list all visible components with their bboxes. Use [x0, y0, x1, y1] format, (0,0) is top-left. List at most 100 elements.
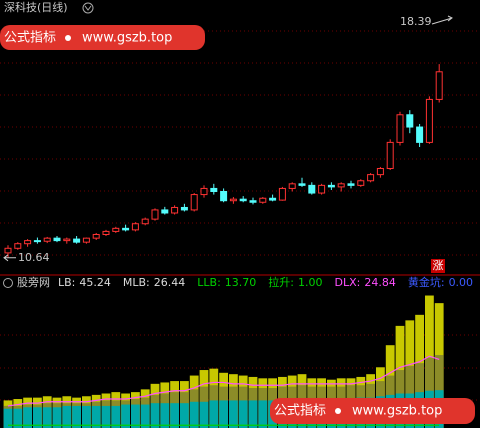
- candle-body: [308, 184, 316, 194]
- candle-body: [82, 237, 90, 243]
- watermark: 公式指标 www.gszb.top: [270, 398, 475, 424]
- candle-body: [288, 183, 296, 189]
- candle-body: [92, 233, 100, 239]
- indicator-bar: [23, 407, 32, 428]
- indicator-bar: [150, 403, 160, 428]
- legend-value: 26.44: [154, 276, 186, 289]
- candle-body: [4, 247, 12, 254]
- candle-body: [14, 243, 22, 249]
- candle-body: [151, 209, 159, 220]
- legend-value: 0.00: [449, 276, 474, 289]
- indicator-bar: [42, 407, 52, 428]
- legend-name: MLB:: [123, 276, 150, 289]
- legend-value: 1.00: [298, 276, 323, 289]
- badge-box: [431, 259, 445, 273]
- candle-body: [210, 187, 218, 193]
- candle-body: [337, 183, 345, 188]
- legend-name: DLX:: [335, 276, 361, 289]
- candle-body: [327, 184, 335, 188]
- indicator-bar: [170, 403, 179, 428]
- indicator-bar: [160, 403, 170, 428]
- indicator-bar: [13, 408, 23, 428]
- candle-body: [376, 167, 384, 176]
- candle-body: [141, 218, 149, 225]
- indicator-bar: [238, 400, 248, 428]
- indicator-bar: [3, 408, 13, 428]
- candle-body: [386, 141, 394, 169]
- indicator-bar: [189, 401, 199, 428]
- menu-arrow: [84, 5, 92, 11]
- indicator-bar: [219, 400, 228, 428]
- indicator-bar: [121, 404, 130, 428]
- candle-body: [425, 98, 433, 143]
- indicator-bar: [101, 405, 111, 428]
- max-price-arrow: [431, 15, 453, 25]
- indicator-bar: [131, 404, 140, 428]
- watermark: 公式指标 www.gszb.top: [0, 25, 205, 50]
- watermark-label: 公式指标: [4, 31, 56, 46]
- candle-body: [249, 200, 257, 203]
- candle-body: [278, 187, 286, 201]
- indicator-bar: [140, 404, 150, 428]
- candle-body: [190, 194, 198, 211]
- candle-body: [102, 230, 110, 235]
- legend-value: 13.70: [225, 276, 257, 289]
- watermark-url: www.gszb.top: [352, 404, 442, 419]
- candle-body: [416, 126, 424, 143]
- candle-body: [63, 238, 71, 242]
- menu-icon[interactable]: [82, 2, 94, 14]
- candle-body: [347, 183, 355, 186]
- legend-value: 45.24: [79, 276, 111, 289]
- max-price-label: 18.39: [400, 15, 432, 28]
- indicator-bar: [91, 405, 101, 428]
- candle-body: [180, 206, 188, 211]
- candle-body: [269, 197, 277, 201]
- indicator-bar: [111, 405, 121, 428]
- indicator-title: 股旁网: [17, 275, 50, 289]
- legend-value: 24.84: [364, 276, 396, 289]
- legend-name: 拉升:: [268, 275, 294, 289]
- badge: 涨: [433, 259, 444, 272]
- candle-body: [200, 187, 208, 196]
- candle-body: [171, 206, 179, 214]
- indicator-bar: [33, 407, 42, 428]
- legend-name: LB:: [58, 276, 75, 289]
- candle-body: [112, 227, 120, 232]
- min-price-arrow: [3, 254, 16, 262]
- indicator-bar: [82, 405, 91, 428]
- candle-body: [122, 227, 130, 231]
- indicator-bar: [72, 405, 81, 428]
- candle-body: [396, 114, 404, 143]
- candle-body: [318, 184, 326, 194]
- candle-body: [367, 174, 375, 182]
- indicator-line: [7, 355, 440, 407]
- watermark-label: 公式指标: [274, 404, 326, 419]
- indicator-bar: [62, 405, 72, 428]
- indicator-bar: [180, 403, 189, 428]
- chart-title: 深科技(日线): [4, 0, 68, 14]
- indicator-bar: [229, 400, 238, 428]
- candle-body: [53, 237, 61, 242]
- candle-body: [161, 209, 169, 214]
- candle-body: [43, 237, 51, 242]
- indicator-bar: [258, 400, 268, 428]
- indicator-bar: [248, 400, 258, 428]
- candle-body: [131, 223, 139, 231]
- candle-body: [33, 240, 41, 243]
- candle-body: [24, 240, 32, 245]
- candle-body: [357, 180, 365, 186]
- candle-body: [229, 198, 237, 202]
- min-price-label: 10.64: [18, 251, 50, 264]
- legend-name: 黄金坑:: [408, 275, 445, 289]
- candle-body: [406, 114, 414, 128]
- indicator-bar: [209, 400, 219, 428]
- candle-body: [73, 238, 81, 243]
- candle-body: [259, 197, 267, 203]
- indicator-icon[interactable]: [3, 278, 13, 288]
- candle-body: [298, 183, 306, 186]
- candle-body: [220, 191, 228, 202]
- candle-body: [239, 198, 247, 202]
- candle-body: [435, 71, 443, 100]
- indicator-bar: [52, 407, 62, 428]
